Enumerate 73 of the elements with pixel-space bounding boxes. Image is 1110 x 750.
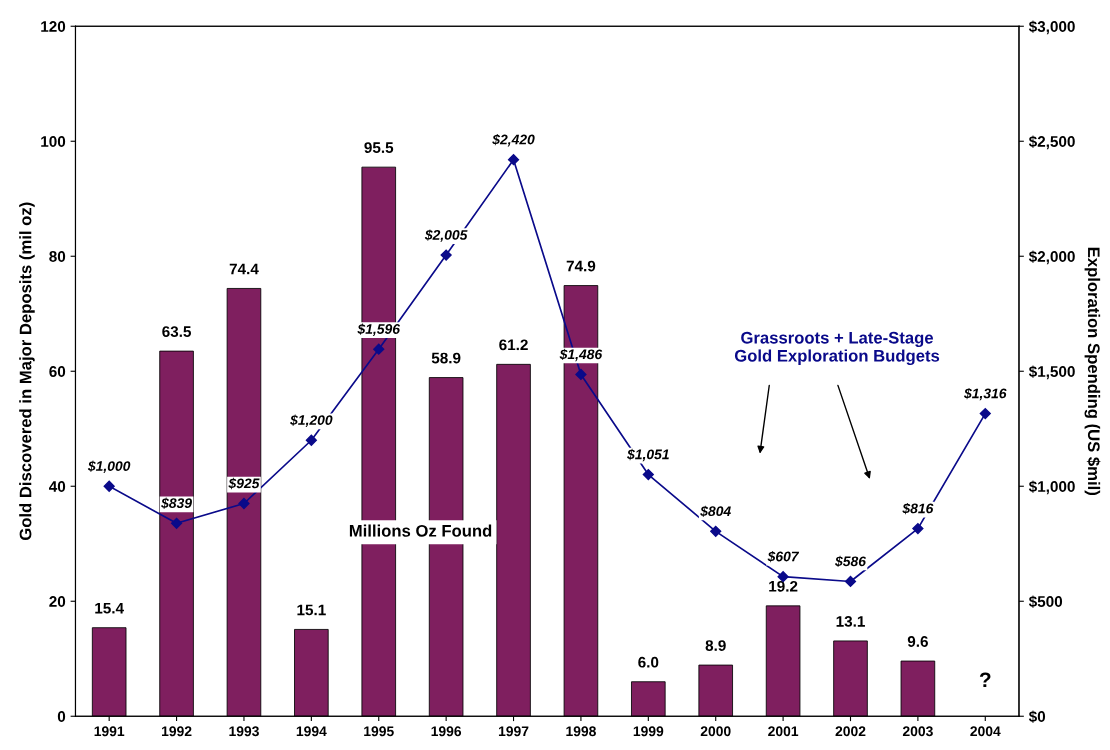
x-tick-label: 1998 (566, 726, 596, 737)
x-tick-label: 1991 (94, 726, 125, 737)
text: ? (979, 672, 991, 687)
y-tick-label: 100 (41, 136, 66, 147)
data-label: 63.5 (162, 326, 192, 338)
y2-tick-label: $2,000 (1028, 250, 1075, 265)
y-tick-label: 120 (41, 21, 66, 32)
x-tick-label: 2004 (970, 726, 1001, 737)
text: Grassroots + Late-Stage Gold Exploration Budgets (734, 331, 940, 366)
data-label: $2,420 (492, 133, 535, 147)
data-label: $2,005 (424, 229, 468, 242)
y-tick-label: 80 (49, 251, 66, 262)
data-label: 8.9 (705, 640, 726, 651)
x-tick-label: 1997 (498, 726, 529, 737)
data-label: 74.4 (229, 263, 259, 275)
data-label: 19.2 (769, 580, 798, 592)
x-tick-label: 2001 (768, 726, 799, 737)
data-label: $586 (834, 555, 867, 568)
data-label: $1,316 (963, 387, 1007, 401)
data-label: 95.5 (364, 142, 394, 153)
y-tick-label: 20 (49, 596, 66, 607)
data-label: 13.1 (836, 615, 865, 627)
x-tick-label: 1992 (162, 726, 192, 737)
point (844, 575, 857, 588)
data-label: $1,200 (290, 414, 333, 428)
data-label: $1,051 (627, 448, 669, 462)
data-label: 15.1 (297, 604, 326, 616)
point (507, 154, 520, 166)
data-label: 58.9 (431, 352, 461, 364)
data-label: 15.4 (95, 602, 124, 614)
y-tick-label: 60 (49, 366, 66, 377)
x-tick-label: 1993 (229, 726, 259, 737)
point (103, 480, 115, 492)
data-label: 6.0 (638, 656, 659, 668)
point (305, 434, 317, 446)
y2-tick-label: $1,000 (1028, 480, 1075, 495)
x-tick-label: 1994 (296, 726, 327, 737)
y-axis-title: Gold Discovered in Major Deposits (mil oz) (19, 202, 35, 541)
y2-tick-label: $0 (1028, 710, 1046, 723)
data-label: $925 (228, 477, 260, 490)
data-label: $1,000 (87, 460, 131, 474)
data-label: $816 (902, 502, 934, 515)
point (373, 343, 385, 355)
data-label: $839 (161, 497, 192, 509)
point (170, 517, 183, 529)
data-label: 74.9 (566, 260, 596, 272)
data-label: $804 (700, 505, 731, 517)
point (440, 249, 452, 261)
y2-tick-label: $2,500 (1028, 135, 1075, 150)
y2-axis-title: Exploration Spending (US $mil) (1084, 247, 1101, 495)
point (575, 368, 587, 381)
x-tick-label: 1999 (633, 726, 664, 737)
point (912, 522, 924, 535)
data-label: 9.6 (907, 636, 928, 647)
data-label: $1,486 (559, 348, 603, 362)
y-tick-label: 0 (57, 711, 66, 722)
y2-tick-label: $500 (1028, 595, 1063, 608)
x-tick-label: 2000 (700, 726, 731, 737)
x-tick-label: 2002 (835, 726, 866, 737)
data-label: $607 (767, 550, 800, 563)
data-label: $1,596 (357, 323, 401, 336)
x-tick-label: 1995 (364, 726, 394, 737)
data-label: 61.2 (499, 339, 528, 351)
point (979, 407, 991, 420)
y2-tick-label: $1,500 (1028, 365, 1075, 380)
y2-tick-label: $3,000 (1028, 20, 1075, 35)
point (238, 497, 250, 510)
x-tick-label: 2003 (902, 726, 933, 737)
x-tick-label: 1996 (431, 726, 462, 737)
point (642, 468, 654, 481)
point (710, 525, 722, 537)
series-label: Millions Oz Found (349, 524, 492, 537)
y-tick-label: 40 (49, 481, 66, 492)
